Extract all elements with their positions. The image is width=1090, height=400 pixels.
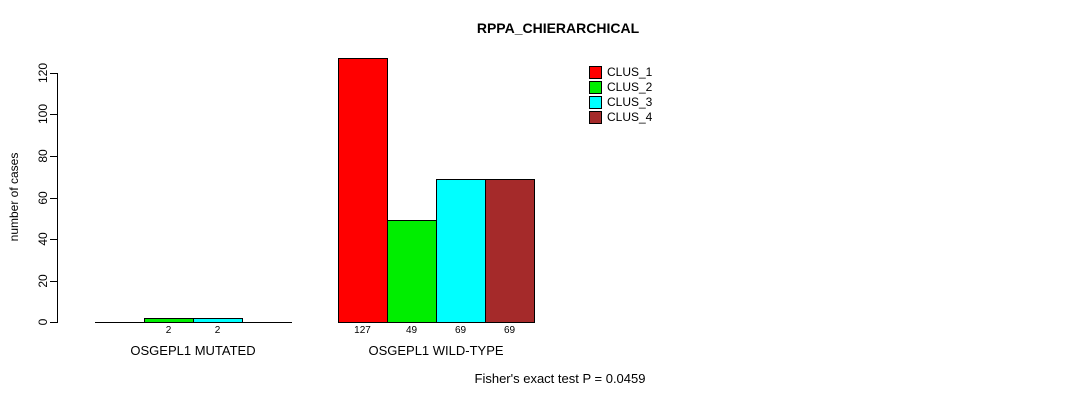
y-axis-tick (50, 281, 57, 282)
legend-label: CLUS_4 (607, 110, 653, 124)
legend-label: CLUS_2 (607, 80, 653, 94)
legend-label: CLUS_3 (607, 95, 653, 109)
bar-value-label: 2 (214, 325, 221, 336)
y-axis-tick-label: 80 (36, 149, 50, 163)
y-axis-tick-label: 100 (36, 103, 50, 125)
category-label: OSGEPL1 MUTATED (130, 343, 256, 358)
bar-CLUS_4 (485, 179, 535, 323)
y-axis-tick (50, 156, 57, 157)
bar-value-label: 127 (354, 325, 371, 336)
y-axis-tick (50, 322, 57, 323)
bar-CLUS_3 (436, 179, 486, 323)
y-axis-title: number of cases (7, 152, 21, 242)
bar-value-label: 69 (503, 325, 516, 336)
legend-label: CLUS_1 (607, 65, 653, 79)
bar-CLUS_3 (193, 318, 243, 323)
category-label: OSGEPL1 WILD-TYPE (368, 343, 504, 358)
bar-value-label: 49 (405, 325, 418, 336)
bar-value-label: 2 (165, 325, 172, 336)
bar-CLUS_2 (144, 318, 194, 323)
chart-title: RPPA_CHIERARCHICAL (476, 20, 640, 36)
y-axis-tick-label: 0 (36, 318, 50, 326)
y-axis-tick (50, 114, 57, 115)
fisher-test-annotation: Fisher's exact test P = 0.0459 (474, 371, 646, 386)
y-axis-tick (50, 73, 57, 74)
y-axis-line (57, 73, 58, 323)
y-axis-tick-label: 60 (36, 191, 50, 205)
bar-CLUS_1 (338, 58, 388, 323)
y-axis-tick-label: 40 (36, 232, 50, 246)
y-axis-tick (50, 198, 57, 199)
legend-swatch (589, 111, 602, 124)
legend-swatch (589, 96, 602, 109)
bar-value-label: 69 (454, 325, 467, 336)
y-axis-tick-label: 120 (36, 62, 50, 84)
legend-swatch (589, 66, 602, 79)
y-axis-tick (50, 239, 57, 240)
legend-swatch (589, 81, 602, 94)
y-axis-tick-label: 20 (36, 274, 50, 288)
bar-CLUS_2 (387, 220, 437, 323)
